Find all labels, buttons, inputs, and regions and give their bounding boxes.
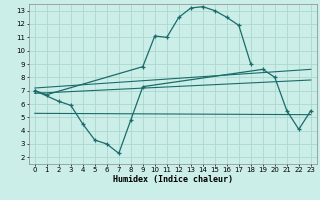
X-axis label: Humidex (Indice chaleur): Humidex (Indice chaleur) [113,175,233,184]
